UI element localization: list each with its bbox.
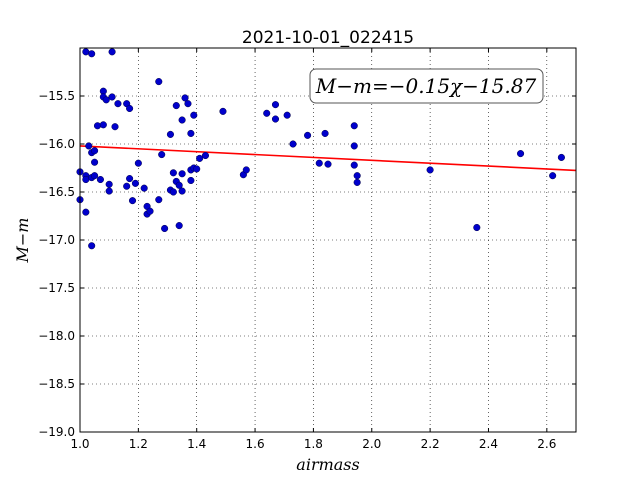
data-point (88, 50, 96, 58)
data-point (146, 207, 154, 215)
x-tick-label: 2.6 (537, 437, 556, 451)
data-point (131, 179, 139, 187)
data-point (190, 111, 198, 119)
data-point (324, 160, 332, 168)
data-point (184, 100, 192, 108)
data-point (82, 208, 90, 216)
data-point (126, 104, 134, 113)
data-point (473, 223, 481, 232)
data-point (557, 153, 565, 161)
data-point (178, 116, 186, 124)
data-point (172, 102, 180, 110)
data-point (91, 158, 99, 166)
data-point (193, 165, 201, 173)
data-point (155, 196, 163, 204)
data-point (99, 121, 107, 129)
data-point (114, 100, 122, 108)
y-tick-label: −16.0 (38, 137, 75, 151)
data-point (353, 178, 361, 186)
data-point (105, 187, 113, 195)
data-point (263, 109, 271, 117)
data-point (108, 48, 116, 56)
x-tick-label: 2.0 (362, 437, 381, 451)
data-point (178, 187, 186, 195)
y-tick-label: −17.0 (38, 233, 75, 247)
data-point (161, 224, 169, 233)
data-point (93, 122, 102, 130)
data-point (123, 182, 131, 190)
y-axis-label: M−m (13, 218, 32, 264)
grid-lines (79, 48, 576, 433)
data-point (271, 101, 280, 109)
x-tick-label: 1.6 (246, 437, 265, 451)
data-point (88, 242, 96, 250)
fit-line-layer (79, 145, 577, 172)
x-tick-label: 1.4 (187, 437, 206, 451)
x-axis-label: airmass (296, 455, 359, 474)
data-point (517, 150, 525, 158)
data-point (169, 188, 177, 196)
y-tick-label: −18.0 (38, 329, 75, 343)
data-point (126, 175, 134, 183)
annotation-frame (309, 68, 544, 104)
data-point (350, 142, 358, 150)
x-tick-label: 1.0 (70, 437, 89, 451)
data-point (134, 159, 142, 167)
data-point (175, 222, 183, 230)
y-tick-label: −18.5 (38, 377, 75, 391)
fit-line (79, 145, 577, 172)
data-point (187, 176, 195, 185)
data-point (102, 96, 110, 104)
axis-ticks: 1.0 1.2 1.4 1.6 1.8 2.0 2.2 2.4 2.6 −15.5 −16.0 −16… (38, 48, 576, 451)
data-point (181, 94, 189, 102)
data-point (315, 159, 323, 167)
y-tick-label: −17.5 (38, 281, 75, 295)
data-point (166, 130, 174, 138)
data-point (271, 115, 280, 123)
data-point (155, 78, 163, 86)
data-point (178, 170, 186, 178)
data-point (128, 197, 137, 205)
data-point (111, 123, 119, 131)
data-point (426, 166, 434, 174)
data-points (76, 48, 565, 250)
fit-equation: M−m=−0.15χ−15.87 (315, 74, 537, 98)
data-point (85, 142, 93, 150)
data-point (283, 111, 291, 119)
fit-equation-box: M−m=−0.15χ−15.87 (309, 68, 544, 104)
x-tick-label: 1.2 (129, 437, 148, 451)
data-point (91, 172, 99, 180)
data-point (321, 129, 329, 137)
data-point (91, 147, 99, 155)
data-point (353, 172, 361, 180)
y-tick-label: −19.0 (38, 425, 75, 439)
data-point (549, 172, 557, 180)
x-tick-label: 2.4 (479, 437, 498, 451)
data-point (304, 131, 312, 139)
data-point (175, 181, 183, 189)
data-point (219, 107, 227, 115)
y-tick-label: −15.5 (38, 89, 75, 103)
data-point (196, 154, 204, 162)
data-point (350, 122, 358, 130)
y-tick-label: −16.5 (38, 185, 75, 199)
data-point (140, 184, 148, 192)
data-point (242, 166, 250, 174)
data-point (105, 180, 113, 188)
data-point (108, 93, 116, 101)
x-tick-label: 2.2 (421, 437, 440, 451)
data-point (169, 169, 177, 177)
data-point (187, 129, 195, 137)
data-point (289, 140, 297, 148)
x-tick-label: 1.8 (304, 437, 323, 451)
data-point (96, 175, 104, 184)
data-point (201, 151, 210, 160)
chart-title: 2021-10-01_022415 (242, 28, 414, 48)
data-point (158, 151, 166, 159)
data-point (350, 161, 358, 169)
